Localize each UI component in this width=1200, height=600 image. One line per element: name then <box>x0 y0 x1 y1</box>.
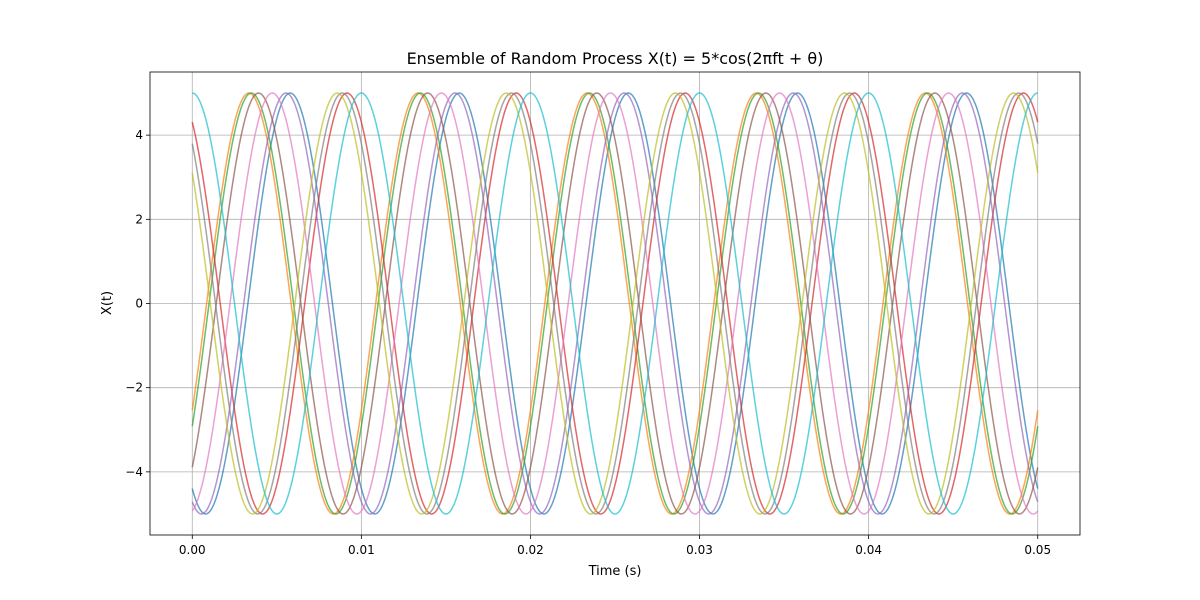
y-tick-label: −4 <box>125 465 143 479</box>
series-line-6 <box>191 92 1039 515</box>
series-line-4 <box>191 92 1039 515</box>
y-axis-label: X(t) <box>100 291 115 315</box>
series-line-5 <box>191 92 1039 515</box>
y-tick-label: 0 <box>135 297 143 311</box>
x-tick-label: 0.03 <box>686 543 713 557</box>
series-line-1 <box>191 92 1039 515</box>
x-tick-label: 0.05 <box>1024 543 1051 557</box>
y-tick-label: 4 <box>135 128 143 142</box>
x-tick-label: 0.02 <box>517 543 544 557</box>
series-line-9 <box>191 92 1039 515</box>
x-tick-label: 0.04 <box>855 543 882 557</box>
x-tick-label: 0.01 <box>348 543 375 557</box>
series-group <box>191 92 1039 515</box>
x-axis-label: Time (s) <box>588 564 642 579</box>
series-line-3 <box>191 92 1039 515</box>
series-line-10 <box>192 92 1038 515</box>
y-tick-label: 2 <box>135 212 143 226</box>
axis-ticks: 0.00 0.01 0.02 0.03 0.04 0.05 −4 −2 0 2 4 <box>125 128 1051 557</box>
y-tick-label: −2 <box>125 381 143 395</box>
series-line-8 <box>191 92 1039 515</box>
chart-title: Ensemble of Random Process X(t) = 5*cos(… <box>407 49 824 68</box>
x-tick-label: 0.00 <box>179 543 206 557</box>
